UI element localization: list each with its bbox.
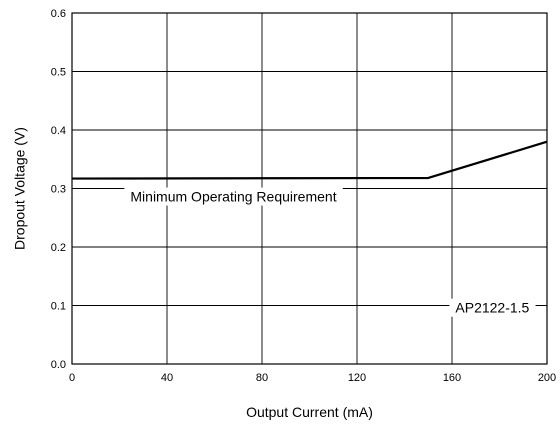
y-tick-label: 0.5 xyxy=(51,67,66,79)
x-tick-label: 40 xyxy=(161,372,173,384)
y-tick-label: 0.0 xyxy=(51,359,66,371)
annotation-layer: Minimum Operating Requirement AP2122-1.5 xyxy=(124,187,536,317)
y-tick-label: 0.6 xyxy=(51,8,66,20)
x-tick-label: 160 xyxy=(443,372,461,384)
y-tick-label: 0.2 xyxy=(51,242,66,254)
x-tick-label: 0 xyxy=(69,372,75,384)
y-tick-label: 0.4 xyxy=(51,125,66,137)
dropout-voltage-line xyxy=(71,140,548,180)
series-layer xyxy=(71,140,548,180)
annotation-label: Minimum Operating Requirement xyxy=(130,189,336,205)
tick-label-layer: 0 40 80 120 160 200 0.0 0.1 0.2 0.3 0.4 0.5 0.6 xyxy=(51,8,556,384)
annotation-background xyxy=(124,187,343,206)
x-tick-label: 120 xyxy=(348,372,366,384)
plot-frame xyxy=(71,12,548,365)
x-tick-label: 80 xyxy=(256,372,268,384)
x-axis-label: Output Current (mA) xyxy=(246,404,373,420)
y-tick-label: 0.1 xyxy=(51,301,66,313)
annotation-label: AP2122-1.5 xyxy=(455,300,529,316)
annotation-background xyxy=(449,298,536,317)
y-axis-label: Dropout Voltage (V) xyxy=(12,127,28,250)
x-tick-label: 200 xyxy=(538,372,556,384)
y-tick-label: 0.3 xyxy=(51,184,66,196)
